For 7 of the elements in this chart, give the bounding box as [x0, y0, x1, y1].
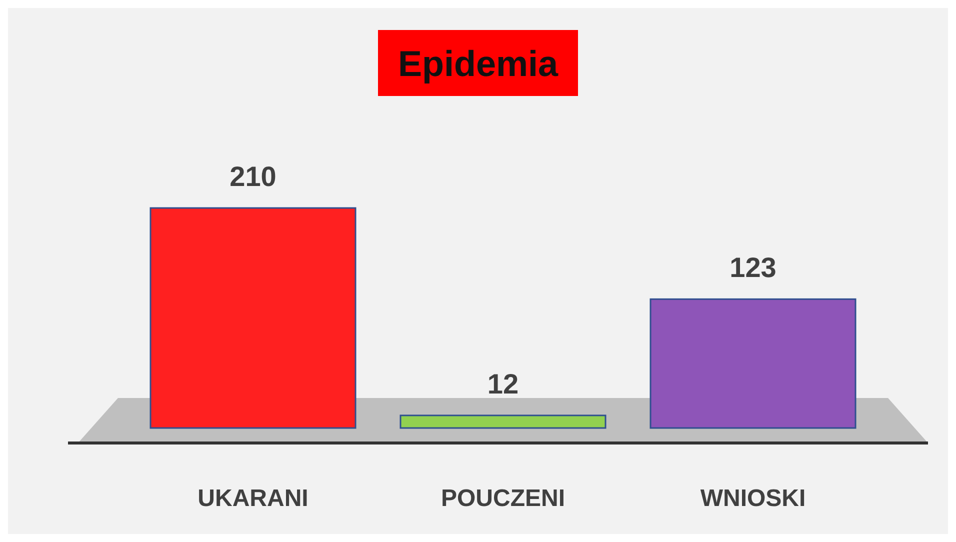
data-label: 123: [730, 252, 776, 284]
data-label: 210: [230, 161, 276, 192]
x-tick-label: UKARANI: [198, 485, 308, 512]
x-tick-label: POUCZENI: [440, 485, 566, 512]
x-tick-label: WNIOSKI: [700, 485, 806, 512]
chart-title: Epidemia: [398, 43, 559, 84]
data-label: 12: [487, 368, 519, 400]
